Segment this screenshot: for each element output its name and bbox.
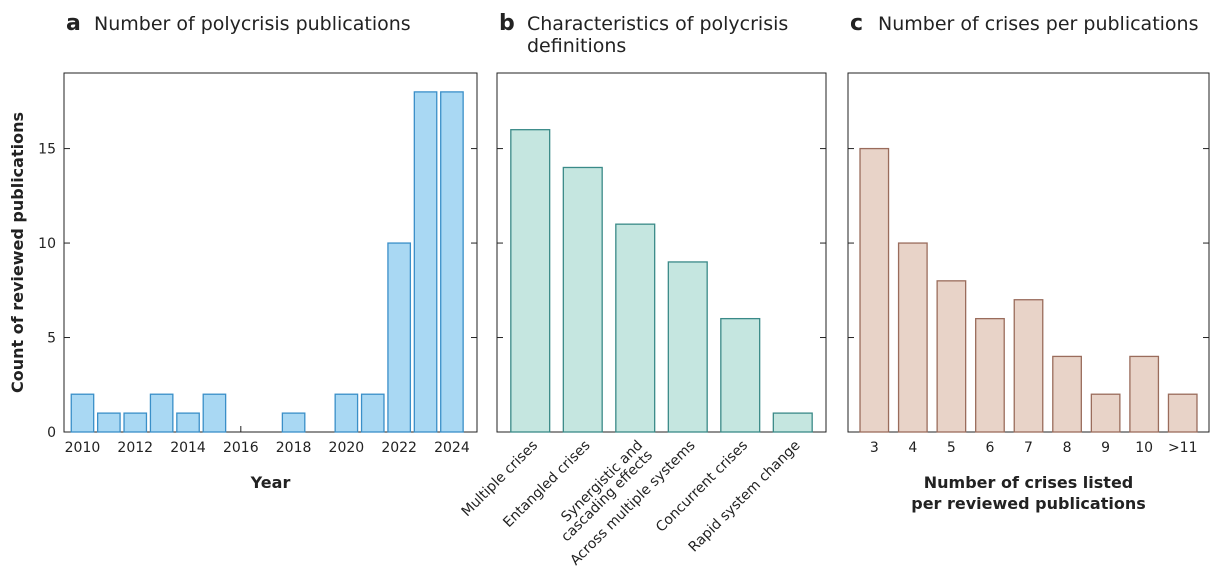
x-tick-label: 8 [1063, 440, 1072, 456]
x-tick-label: 2014 [170, 440, 206, 456]
bar [413, 91, 438, 433]
x-tick-label: 2012 [117, 440, 153, 456]
plot-frame [63, 72, 478, 433]
y-axis-label: Count of reviewed publications [8, 112, 27, 393]
bar [123, 412, 148, 433]
bar [510, 129, 551, 433]
chart-title: Characteristics of polycrisis definitions [527, 13, 788, 57]
x-tick-label: 7 [1024, 440, 1033, 456]
bar [281, 412, 306, 433]
chart-title: Number of polycrisis publications [94, 13, 411, 35]
bar [360, 393, 385, 433]
x-tick-label: 2018 [276, 440, 312, 456]
x-tick-label: 2010 [65, 440, 101, 456]
bar [615, 223, 656, 433]
y-tick-label: 5 [47, 331, 56, 347]
x-tick-label: 3 [870, 440, 879, 456]
bar [720, 317, 761, 433]
bar [667, 261, 708, 433]
bar [975, 317, 1005, 433]
bar [1090, 393, 1121, 433]
x-axis-label: Number of crises listed per reviewed publ… [911, 473, 1146, 513]
bar [334, 393, 359, 433]
bar [387, 242, 412, 433]
bar [1013, 299, 1044, 433]
bar [562, 166, 603, 433]
y-tick-label: 10 [38, 236, 56, 252]
chart-title: Number of crises per publications [878, 13, 1199, 35]
x-tick-label: 9 [1101, 440, 1110, 456]
x-tick-label: 10 [1135, 440, 1153, 456]
bar [1052, 355, 1082, 433]
bar [859, 147, 890, 433]
plot-frame [496, 72, 827, 433]
bar [70, 393, 95, 433]
x-tick-label: 6 [985, 440, 994, 456]
bar [149, 393, 174, 433]
bar [772, 412, 813, 433]
bar [202, 393, 227, 433]
x-axis-label: Year [250, 473, 291, 492]
panel-label: a [66, 11, 81, 36]
x-tick-label: 4 [908, 440, 917, 456]
bar [1129, 355, 1160, 433]
bar [936, 280, 967, 433]
y-tick-label: 0 [47, 425, 56, 441]
x-tick-label: 2016 [223, 440, 259, 456]
x-tick-label: 2022 [381, 440, 417, 456]
panel-label: b [499, 11, 515, 36]
x-tick-label: Concurrent crises [653, 438, 751, 536]
x-tick-label: 2020 [329, 440, 365, 456]
bar [1167, 393, 1198, 433]
x-tick-label: 5 [947, 440, 956, 456]
bar [96, 412, 121, 433]
panel-label: c [850, 11, 863, 36]
x-tick-label: >11 [1168, 440, 1198, 456]
x-tick-label: 2024 [434, 440, 470, 456]
bar [440, 91, 464, 433]
bar [176, 412, 200, 433]
bar [897, 242, 928, 433]
y-tick-label: 15 [38, 142, 56, 158]
